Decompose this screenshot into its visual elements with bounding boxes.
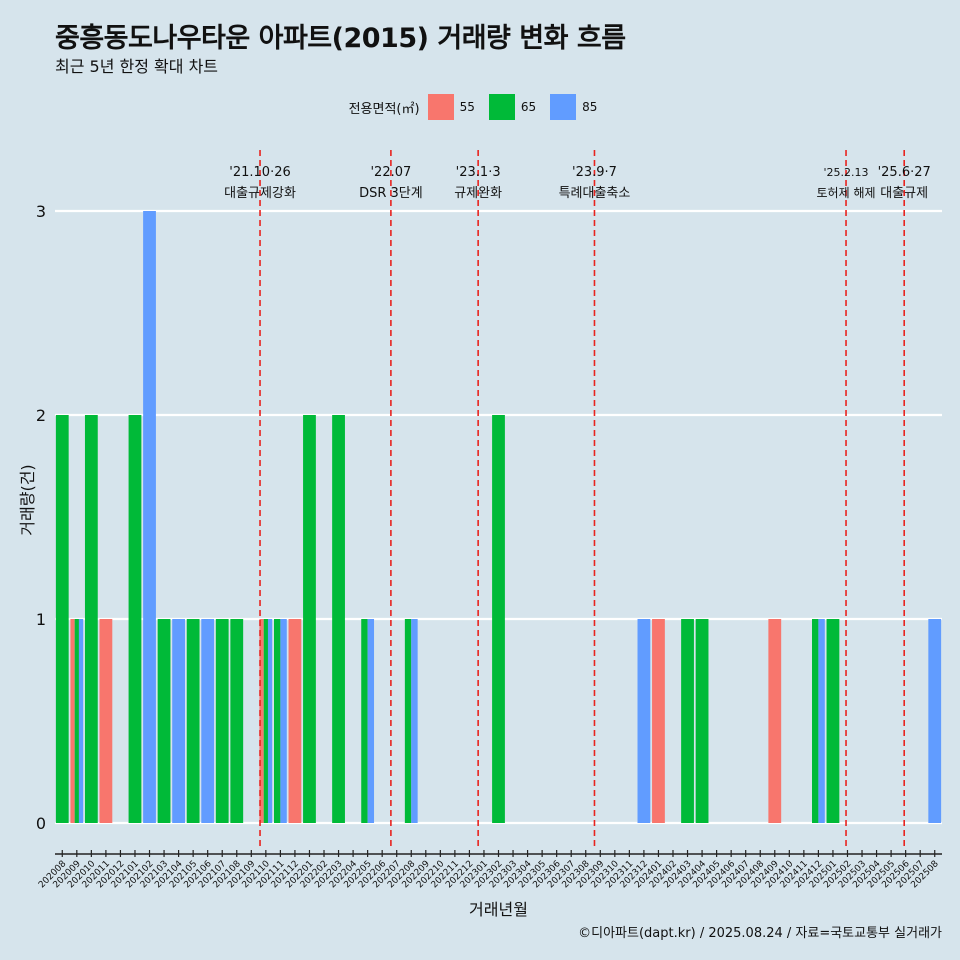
legend-key-55: [427, 94, 454, 120]
bar-202009-55: [70, 619, 75, 823]
bar-202205-85: [367, 619, 375, 823]
bar-202008-65: [55, 415, 69, 823]
bar-202412-85: [818, 619, 825, 823]
event-label-0: 대출규제강화: [224, 186, 296, 201]
bar-202110-55: [259, 619, 264, 823]
y-tick-label-0: 0: [36, 814, 46, 833]
bar-202302-65: [492, 415, 505, 823]
event-date-5: '25.6·27: [878, 165, 931, 180]
bar-202312-85: [637, 619, 651, 823]
bar-202111-65: [273, 619, 281, 823]
bar-202112-55: [288, 619, 302, 823]
y-tick-label-2: 2: [36, 406, 46, 425]
bar-202409-55: [768, 619, 782, 823]
legend: 전용면적(㎡) 55 65 85: [0, 93, 960, 121]
event-date-3: '23.9·7: [572, 165, 617, 180]
event-label-2: 규제완화: [454, 186, 502, 201]
bar-202110-85: [267, 619, 273, 823]
legend-title: 전용면적(㎡): [348, 101, 420, 117]
legend-label-55: 55: [459, 100, 475, 114]
bar-202106-85: [201, 619, 215, 823]
bar-202412-65: [812, 619, 819, 823]
bar-202208-65: [404, 619, 412, 823]
bar-202401-55: [652, 619, 665, 823]
bar-202403-65: [681, 619, 694, 823]
legend-label-65: 65: [520, 100, 537, 114]
bar-202404-65: [695, 619, 709, 823]
event-date-2: '23.1·3: [456, 165, 501, 180]
bar-202205-65: [361, 619, 368, 823]
y-tick-label-3: 3: [36, 202, 46, 221]
bar-202104-85: [172, 619, 185, 823]
y-tick-label-1: 1: [36, 610, 46, 629]
bar-202201-65: [303, 415, 316, 823]
bar-202101-65: [128, 415, 142, 823]
event-date-0: '21.10·26: [229, 165, 290, 180]
bar-202501-65: [826, 619, 840, 823]
bar-202102-85: [143, 211, 156, 823]
bar-202108-65: [230, 619, 244, 823]
event-label-5: 대출규제: [880, 186, 928, 201]
bar-202009-65: [74, 619, 79, 823]
y-axis-title: 거래량(건): [18, 464, 37, 535]
event-date-4: '25.2.13: [824, 166, 869, 179]
bar-202508-85: [928, 619, 942, 823]
legend-label-85: 85: [582, 100, 598, 114]
bar-202103-65: [157, 619, 171, 823]
legend-key-65: [488, 94, 515, 120]
bar-202009-85: [78, 619, 84, 823]
bar-202107-65: [215, 619, 229, 823]
bar-202105-65: [186, 619, 200, 823]
event-label-3: 특례대출축소: [559, 186, 631, 201]
source-caption: ©디아파트(dapt.kr) / 2025.08.24 / 자료=국토교통부 실…: [578, 926, 942, 941]
bar-202208-85: [411, 619, 418, 823]
legend-key-85: [550, 94, 577, 120]
event-label-1: DSR 3단계: [359, 186, 423, 201]
event-label-4: 토허제 해제: [817, 186, 876, 200]
bar-202110-65: [263, 619, 268, 823]
event-date-1: '22.07: [370, 165, 411, 180]
bar-202010-65: [84, 415, 98, 823]
chart-title: 중흥동도나우타운 아파트(2015) 거래량 변화 흐름: [55, 23, 626, 54]
chart-subtitle: 최근 5년 한정 확대 차트: [55, 57, 219, 76]
x-axis-title: 거래년월: [469, 900, 528, 919]
bar-202203-65: [332, 415, 345, 823]
bar-202011-55: [99, 619, 113, 823]
bar-202111-85: [280, 619, 287, 823]
